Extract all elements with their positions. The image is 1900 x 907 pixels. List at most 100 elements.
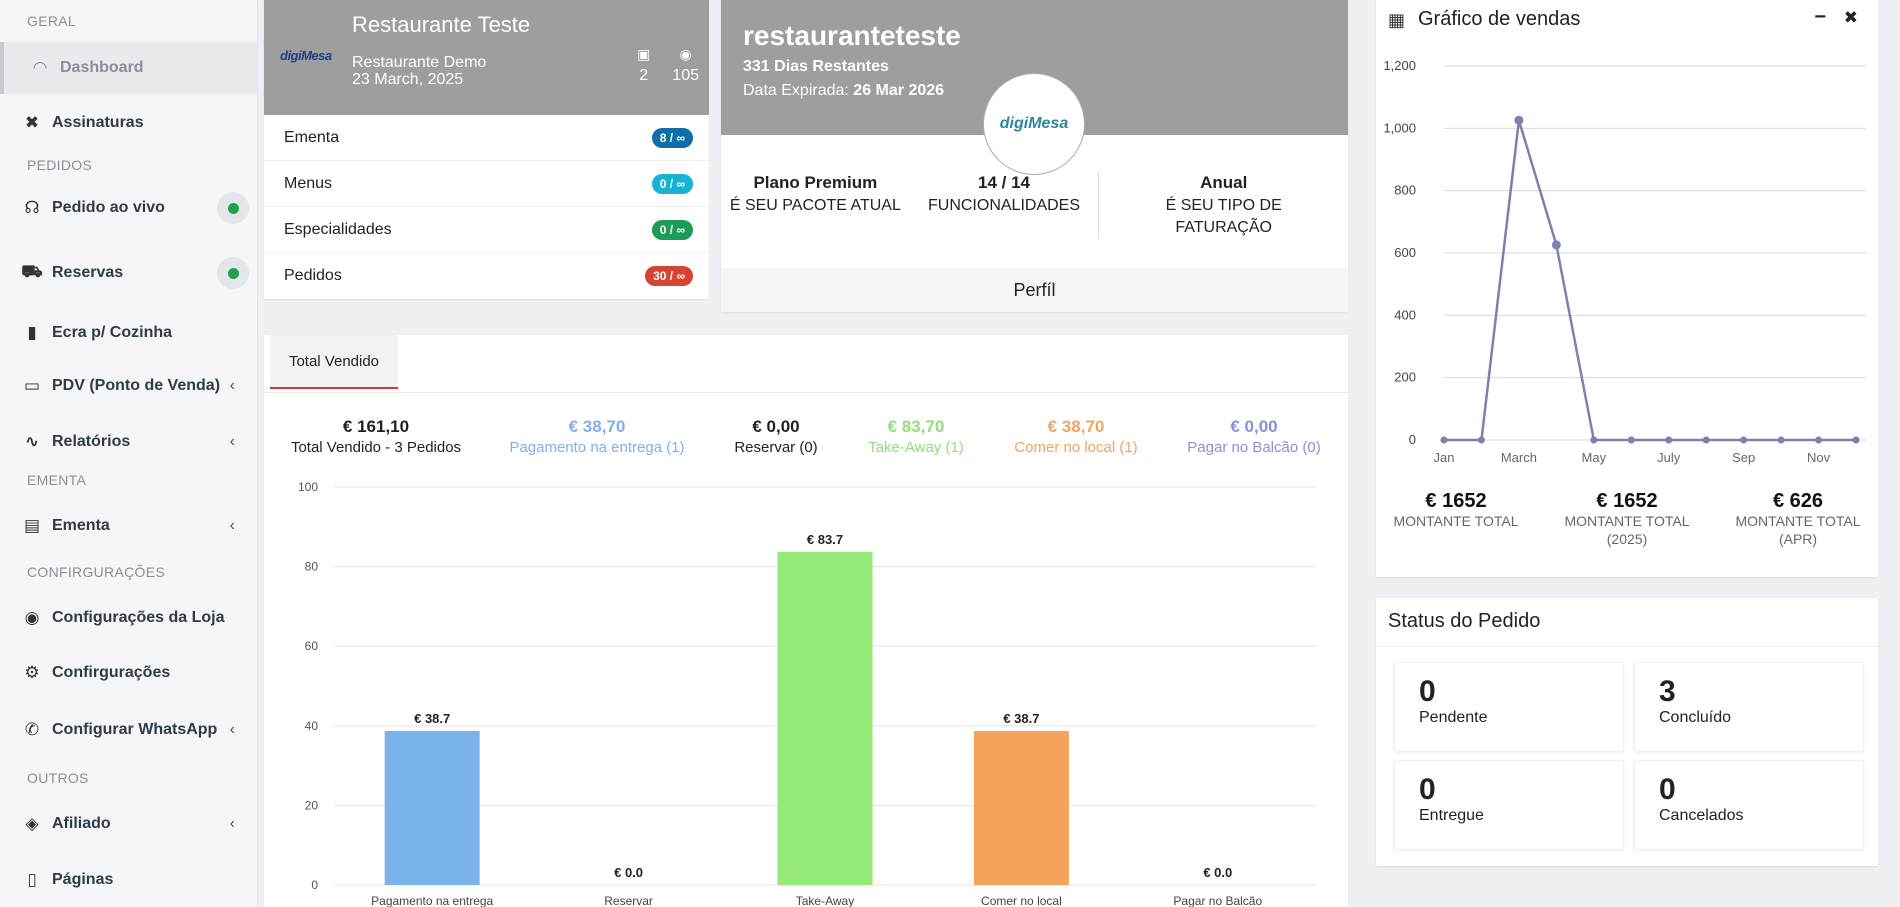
restaurant-logo: digiMesa [280, 48, 332, 63]
y-tick-label: 60 [305, 639, 319, 653]
x-tick-label: Reservar [604, 894, 653, 907]
sidebar-item-paginas[interactable]: ▯ Páginas [0, 860, 257, 900]
y-tick-label: 400 [1394, 307, 1416, 322]
status-cancelados: 0 Cancelados [1634, 760, 1864, 850]
sidebar-item-ementa[interactable]: ▤ Ementa ‹ [0, 490, 257, 562]
status-concluido: 3 Concluído [1634, 662, 1864, 752]
total-value: € 626 [1772, 490, 1824, 512]
x-tick-label: July [1657, 450, 1681, 465]
sidebar-item-confirguracoes[interactable]: ⚙ Confirgurações [0, 654, 257, 692]
plan-column: 14 / 14 FUNCIONALIDADES [910, 172, 1099, 239]
close-icon[interactable]: ✖ [1843, 8, 1858, 27]
sidebar-item-afiliado[interactable]: ◈ Afiliado ‹ [0, 788, 257, 860]
row-ementa[interactable]: Ementa 8 / ∞ [264, 115, 709, 161]
plan-columns: Plano Premium É SEU PACOTE ATUAL 14 / 14… [721, 172, 1348, 239]
live-status-dot [217, 192, 249, 224]
tab-total-vendido[interactable]: Total Vendido [270, 335, 398, 389]
sales-bar-chart: 0 20 40 60 80 100 € 38.7 Pagamento na entrega € … [298, 480, 1316, 907]
status-value: 0 [1419, 675, 1436, 708]
headset-icon: ☊ [24, 198, 40, 217]
row-badge: 8 / ∞ [651, 127, 693, 148]
bar-data-label: € 38.7 [1003, 711, 1039, 726]
sidebar-item-dashboard[interactable]: ◠ Dashboard [0, 42, 257, 94]
status-label: Entregue [1419, 807, 1484, 824]
bar-data-label: € 38.7 [414, 711, 450, 726]
data-point [1702, 436, 1710, 444]
data-point [1777, 436, 1785, 444]
sidebar-item-reservas[interactable]: ⛟ Reservas [0, 238, 257, 308]
clipboard-icon: ▤ [23, 516, 41, 535]
bar-data-label: € 0.0 [1203, 865, 1232, 880]
restaurant-subtitle-block: Restaurante Demo 23 March, 2025 [352, 54, 486, 88]
sidebar-item-label: Configurações da Loja [52, 609, 225, 626]
y-tick-label: 200 [1394, 370, 1416, 385]
data-point [1590, 436, 1598, 444]
row-menus[interactable]: Menus 0 / ∞ [264, 161, 709, 207]
total-label: MONTANTE TOTAL (2025) [1564, 513, 1690, 547]
profile-button[interactable]: Perfíl [721, 268, 1348, 312]
sidebar-item-label: Relatórios [52, 433, 131, 450]
sidebar-item-pedido-ao-vivo[interactable]: ☊ Pedido ao vivo [0, 178, 257, 238]
status-value: 0 [1659, 773, 1676, 806]
summary-total: € 161,10 Total Vendido - 3 Pedidos [291, 417, 461, 456]
sales-line [1444, 119, 1856, 442]
views-count: 105 [672, 67, 699, 84]
status-value: 0 [1419, 773, 1436, 806]
plan-col-title: 14 / 14 [978, 173, 1030, 192]
y-tick-label: 100 [298, 480, 318, 494]
total-label: MONTANTE TOTAL [1393, 513, 1519, 529]
plan-avatar: digiMesa [984, 74, 1084, 174]
sidebar-item-label: Afiliado [52, 815, 111, 832]
expiry-line: Data Expirada: 26 Mar 2026 [743, 82, 944, 100]
section-ementa: EMENTA [27, 472, 87, 488]
summary-label: Reservar (0) [734, 439, 818, 456]
sidebar-item-assinaturas[interactable]: ✖ Assinaturas [0, 94, 257, 152]
chevron-left-icon: ‹ [229, 433, 235, 450]
sales-card: Total Vendido € 161,10 Total Vendido - 3… [264, 335, 1348, 907]
sidebar-item-whatsapp[interactable]: ✆ Configurar WhatsApp ‹ [0, 692, 257, 768]
sidebar-item-label: Reservas [52, 264, 124, 281]
restaurant-subtitle: Restaurante Demo [352, 54, 487, 71]
row-label: Ementa [284, 128, 340, 146]
mobile-icon: ▮ [27, 323, 37, 342]
x-tick-label: May [1582, 450, 1607, 465]
sidebar-item-label: Ementa [52, 517, 110, 534]
plan-col-desc: É SEU TIPO DE FATURAÇÃO [1165, 197, 1282, 236]
sidebar-item-label: Configurar WhatsApp [52, 721, 218, 738]
sidebar-item-config-loja[interactable]: ◉ Configurações da Loja [0, 582, 257, 654]
sidebar-item-label: Pedido ao vivo [52, 199, 165, 216]
sidebar-item-label: PDV (Ponto de Venda) [52, 377, 221, 394]
summary-label: Pagamento na entrega (1) [509, 439, 685, 456]
saved-stat: ▣ 2 [637, 46, 650, 85]
summary-value: € 38,70 [568, 417, 626, 436]
gauge-icon: ◠ [33, 58, 47, 77]
sidebar-item-relatorios[interactable]: ∿ Relatórios ‹ [0, 414, 257, 470]
restaurant-date: 23 March, 2025 [352, 71, 464, 88]
plan-card: restauranteteste 331 Dias Restantes Data… [721, 0, 1348, 312]
order-status-title: Status do Pedido [1388, 610, 1541, 632]
plan-col-desc: É SEU PACOTE ATUAL [729, 197, 901, 214]
data-point [1740, 436, 1748, 444]
sales-graph-card: ▦ Gráfico de vendas − ✖ 0 200 400 600 800 1,0… [1376, 0, 1878, 577]
bar [384, 730, 480, 885]
minimize-icon[interactable]: − [1814, 6, 1826, 28]
y-tick-label: 0 [1409, 432, 1416, 447]
section-geral: GERAL [27, 13, 76, 29]
section-pedidos: PEDIDOS [27, 157, 93, 173]
summary-label: Take-Away (1) [868, 439, 964, 456]
expiry-date: 26 Mar 2026 [853, 82, 945, 99]
data-point [1852, 436, 1860, 444]
sales-line-chart: 0 200 400 600 800 1,000 1,200 Jan March May July Se… [1383, 58, 1866, 465]
row-especialidades[interactable]: Especialidades 0 / ∞ [264, 207, 709, 253]
status-label: Pendente [1419, 709, 1488, 726]
summary-reservar: € 0,00 Reservar (0) [734, 417, 817, 456]
restaurant-card: digiMesa Restaurante Teste Restaurante D… [264, 0, 709, 299]
plan-header: restauranteteste 331 Dias Restantes Data… [721, 0, 1348, 174]
total-amount-month: € 626 MONTANTE TOTAL (APR) [1728, 490, 1868, 548]
section-outros: OUTROS [27, 770, 89, 786]
sidebar-item-pdv[interactable]: ▭ PDV (Ponto de Venda) ‹ [0, 358, 257, 414]
tools-icon: ✖ [24, 113, 40, 132]
sidebar-item-ecra-cozinha[interactable]: ▮ Ecra p/ Cozinha [0, 308, 257, 358]
row-pedidos[interactable]: Pedidos 30 / ∞ [264, 253, 709, 299]
status-value: 3 [1659, 675, 1676, 708]
